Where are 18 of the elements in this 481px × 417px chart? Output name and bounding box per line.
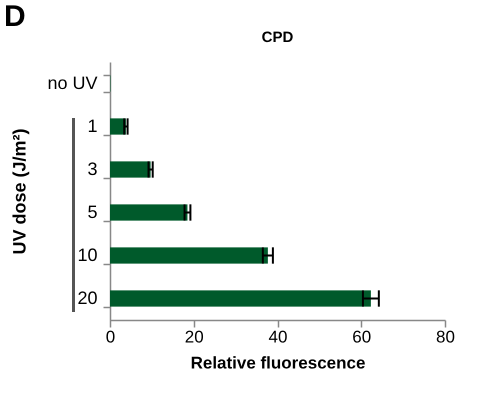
- x-tick-label: 20: [184, 328, 204, 346]
- x-tick-label: 40: [268, 328, 288, 346]
- y-tick-label: 20: [77, 288, 98, 308]
- x-tick-label: 80: [436, 328, 455, 346]
- y-tick-label: 3: [87, 159, 98, 179]
- chart-title: CPD: [262, 29, 294, 46]
- bar: [110, 247, 268, 264]
- y-tick-label: 1: [87, 116, 98, 136]
- y-tick-label: 5: [87, 202, 98, 222]
- y-axis-title: UV dose (J/m²): [9, 128, 30, 255]
- x-axis-title: Relative fluorescence: [190, 354, 366, 372]
- bar: [110, 290, 371, 307]
- x-tick-label: 60: [352, 328, 372, 346]
- bar: [110, 204, 188, 221]
- y-tick-label: no UV: [47, 73, 98, 93]
- x-tick-label: 0: [106, 328, 116, 346]
- text: D: [4, 0, 26, 34]
- y-tick-label: 10: [77, 245, 98, 265]
